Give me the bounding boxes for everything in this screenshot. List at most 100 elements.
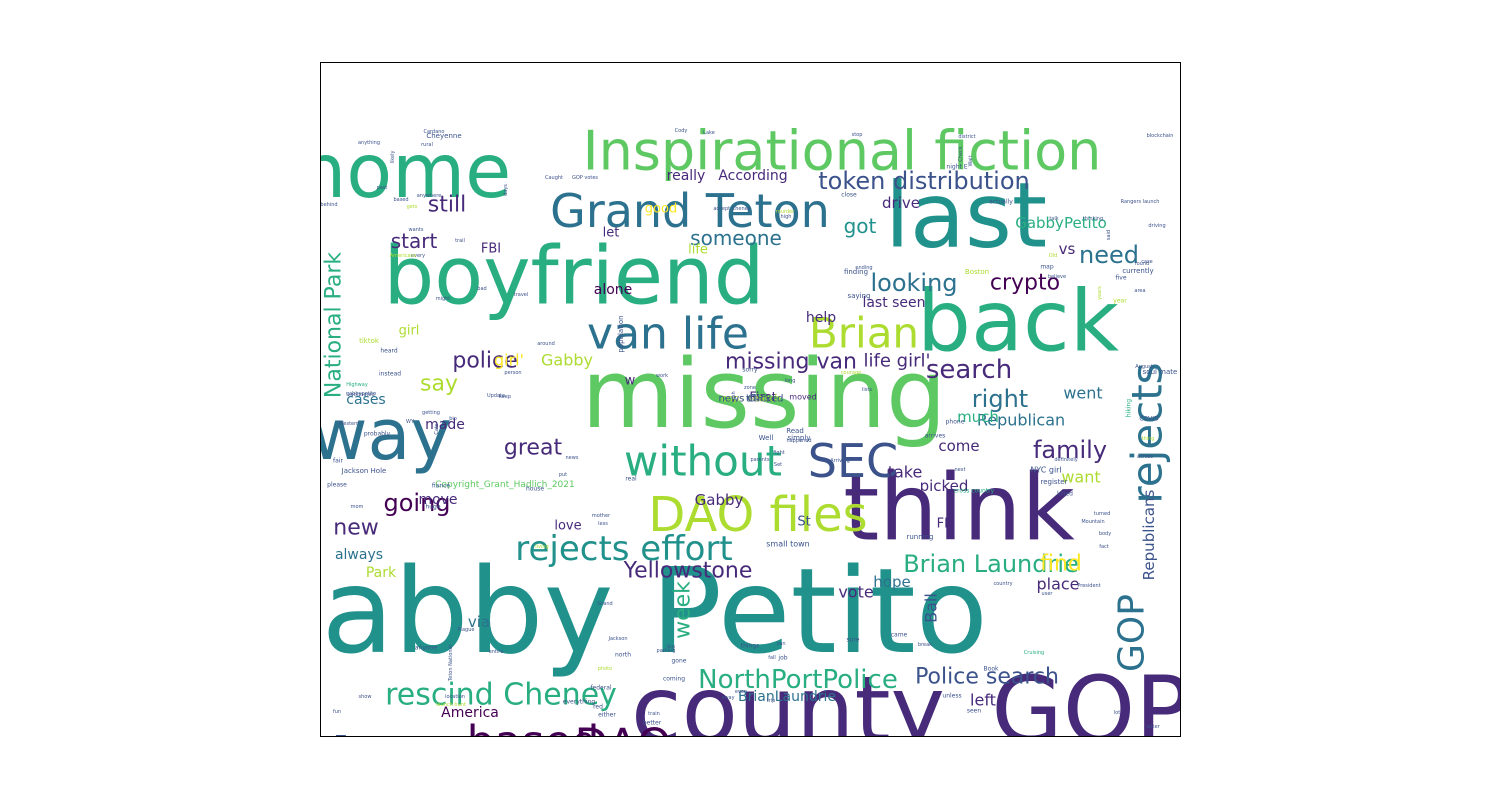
word-got: got xyxy=(844,214,877,238)
word-phone: phone xyxy=(946,419,965,426)
word-instead: instead xyxy=(379,371,401,378)
word-gabby: Gabby xyxy=(541,351,593,370)
word-teton-national: Teton National xyxy=(448,645,454,682)
word-rejects: rejects xyxy=(1123,362,1172,503)
word-long: long xyxy=(785,378,796,384)
word-missing-van: missing van xyxy=(725,350,857,375)
word-national-park: National Park xyxy=(322,252,347,398)
word-grand-teton: Grand Teton xyxy=(550,184,830,238)
word-real: real xyxy=(625,476,637,483)
word-always: always xyxy=(335,547,383,563)
word-vote: vote xyxy=(838,583,873,602)
word-help: help xyxy=(806,310,836,326)
word-life-girl: life girl' xyxy=(864,351,931,372)
word-less: less xyxy=(598,521,608,527)
word-huge: huge xyxy=(425,504,440,511)
word-accept-cheney: accept Cheney xyxy=(713,206,750,212)
word-person: person xyxy=(504,370,521,376)
word-five: five xyxy=(1115,275,1126,282)
word-cody: Cody xyxy=(675,128,688,134)
word-seen: seen xyxy=(967,708,982,715)
word-covid: COVID xyxy=(1139,416,1159,423)
word-red: red xyxy=(593,704,603,711)
word-someone: someone xyxy=(690,226,782,250)
word-anyone: anyone xyxy=(415,645,438,652)
word-think: think xyxy=(843,455,1075,562)
word-ball: Ball xyxy=(922,593,941,623)
word-dao: DAO xyxy=(574,720,671,737)
word-probably: probably xyxy=(364,431,391,438)
word-job: job xyxy=(777,655,787,662)
word-missing: missing xyxy=(582,340,947,450)
word-keep: keep xyxy=(499,394,511,400)
word-small-town: small town xyxy=(766,540,810,549)
word-driving: driving xyxy=(1148,223,1165,229)
word-county: county xyxy=(631,657,945,737)
word-launch-hunt: launch hunt xyxy=(436,702,466,708)
word-republican: Republican xyxy=(977,411,1065,430)
word-rescind-cheney: rescind Cheney xyxy=(385,678,617,713)
word-w: w xyxy=(625,374,636,389)
word-running: running xyxy=(906,533,933,541)
word-picked: picked xyxy=(920,477,969,495)
word-caught: Caught xyxy=(545,175,563,181)
word-please: please xyxy=(327,482,347,489)
word-body: body xyxy=(1099,531,1111,537)
word-rangers-launch: Rangers launch xyxy=(1121,199,1160,205)
word-news: news xyxy=(566,455,579,461)
word-arrives: arrives xyxy=(925,433,946,440)
word-highway: Highway xyxy=(346,382,368,388)
word-moved: moved xyxy=(789,393,816,402)
word-left: left xyxy=(970,691,996,710)
word-high: high xyxy=(781,214,792,220)
word-living: living xyxy=(535,544,548,550)
word-crypto: crypto xyxy=(990,271,1060,296)
word-fl: FL xyxy=(937,517,952,532)
word-according: According xyxy=(718,168,787,184)
word-cheyenne: Cheyenne xyxy=(426,132,461,140)
word-gabby: Gabby xyxy=(695,491,744,509)
word-without: without xyxy=(624,437,782,486)
word-lists: lists xyxy=(862,387,872,393)
word-definitely: definitely xyxy=(1054,457,1077,463)
word-work: work xyxy=(656,373,668,379)
word-president: President xyxy=(1077,583,1100,589)
word-search: search xyxy=(926,355,1012,385)
word-even: even xyxy=(735,689,747,695)
word-murder: murder xyxy=(776,209,795,215)
word-grand: Grand xyxy=(597,601,612,607)
word-mom: mom xyxy=(351,504,364,510)
word-anything: anything xyxy=(358,140,380,146)
word-republicans: Republicans xyxy=(1140,490,1158,581)
word-girl: girl xyxy=(399,324,420,339)
word-van-life: van life xyxy=(587,309,749,360)
word-better: better xyxy=(643,720,662,727)
word-wait: Wait xyxy=(968,155,974,166)
word-token-distribution: token distribution xyxy=(818,167,1030,195)
word-book: Book xyxy=(984,666,999,673)
word-north: north xyxy=(615,652,631,659)
word-check: Check xyxy=(958,146,964,161)
word-copyright-grant-hadlich-2021: Copyright_Grant_Hadlich_2021 xyxy=(435,480,574,490)
word-inspirational-fiction: Inspirational fiction xyxy=(583,120,1102,183)
word-away: away xyxy=(721,695,734,701)
word-tiktok: tiktok xyxy=(359,337,380,345)
word-much: much xyxy=(957,408,999,426)
word-entire: entire xyxy=(489,649,504,655)
word-going: going xyxy=(383,489,450,517)
word-travel: travel xyxy=(514,292,529,298)
word-last-seen: last seen xyxy=(862,295,925,311)
word-good: good xyxy=(645,202,677,217)
word-bad: bad xyxy=(477,286,486,292)
word-love: love xyxy=(554,519,581,534)
word-brianlaundrie: BrianLaundrie xyxy=(738,689,836,705)
word-place: place xyxy=(1036,575,1079,594)
word-fall: fall xyxy=(768,655,776,661)
word-simply: simply xyxy=(788,434,811,442)
word-start: start xyxy=(391,229,438,253)
word-van: van xyxy=(776,641,785,647)
word-vs: vs xyxy=(1059,240,1076,258)
word-americans: Americans xyxy=(390,253,417,259)
word-next: next xyxy=(954,467,965,473)
